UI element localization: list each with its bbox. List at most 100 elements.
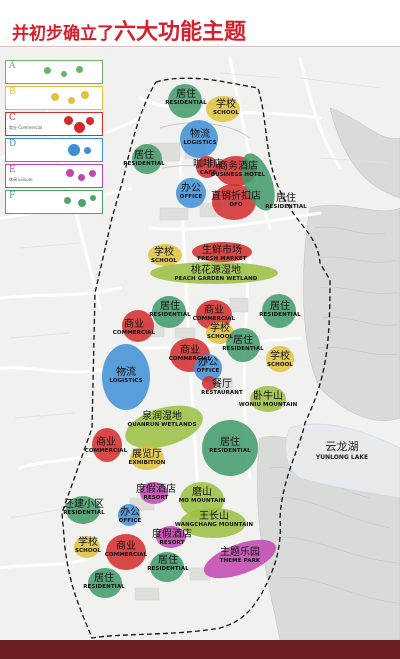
zone-bubble-cafe [196,156,218,178]
zone-label-exhibition: 展览厅 EXHIBITION [128,449,166,466]
zone-bubble-fresh-market [192,242,252,262]
legend-swatch [76,66,83,73]
zone-label-commercial-5: 商业 COMMERCIAL [104,541,148,558]
zone-label-business-hotel: 商务酒店 BUSINESS HOTEL [210,161,266,178]
legend-a: A [5,60,103,84]
zone-bubble-residential-rebuilt [66,496,100,524]
legend-swatch [89,170,96,177]
legend-swatch [78,174,85,181]
zone-label-resort-2: 度假酒店 RESORT [152,529,192,546]
zone-label-commercial-2: 商业 COMMERCIAL [192,305,236,322]
zone-label-school-north: 学校 SCHOOL [212,99,240,116]
zone-label-school-south: 学校 SCHOOL [74,537,102,554]
zone-label-school-c: 学校 SCHOOL [206,323,234,340]
zone-bubble-logistics-south [102,344,150,410]
zone-label-residential-west: 居住 RESIDENTIAL [123,150,165,167]
zone-bubble-residential-s1 [150,552,184,582]
zone-label-residential-s1: 居住 RESIDENTIAL [147,555,189,572]
zone-bubble-peach-wetland [150,262,278,284]
zone-label-residential-c2: 居住 RESIDENTIAL [222,335,264,352]
zone-label-office-south: 办公 OFFICE [118,507,142,524]
zone-label-commercial-1: 商业 COMMERCIAL [112,319,156,336]
legend-swatch [64,116,73,125]
lake-label: 云龙湖 YUNLONG LAKE [315,440,369,461]
legend-swatch [61,71,67,77]
title-highlight: 六大功能主题 [114,20,247,45]
zone-bubble-resort-2 [156,526,186,548]
zone-label-wonju-mountain: 卧牛山 WONIU MOUNTAIN [238,391,298,408]
zone-label-residential-s2: 居住 RESIDENTIAL [83,573,125,590]
zone-bubble-logistics-north [180,120,218,158]
legend-sub: 商业 Commercial [9,125,43,130]
zone-bubble-residential-c2 [226,328,260,362]
title-divider [0,46,400,47]
site-map: A B C 商业 Commercial D E 休闲 Leisure F [0,48,400,641]
zone-bubble-wonju-mountain [250,386,286,412]
zone-bubble-wangchang-mountain [180,508,246,538]
zone-bubble-residential-big [202,420,258,476]
legend-e: E 休闲 Leisure [5,164,103,188]
zone-label-residential-east: 居住 RESIDENTIAL [265,193,307,210]
zone-label-residential-c1: 居住 RESIDENTIAL [149,301,191,318]
title-prefix: 并初步确立了 [12,24,114,44]
legend-letter: D [9,139,17,149]
legend-sub: 休闲 Leisure [9,177,33,182]
zone-bubble-school-e [266,346,294,372]
legend-swatch [78,199,86,207]
legend-c: C 商业 Commercial [5,112,103,136]
zone-bubble-residential-e2 [262,294,296,328]
legend-letter: B [9,87,16,97]
zone-label-office-mid: 办公 OFFICE [196,357,220,374]
zone-label-office-north: 办公 OFFICE [179,183,203,200]
legend-swatch [44,67,51,74]
zone-label-peach-wetland: 桃花源湿地 PEACH GARDEN WETLAND [174,265,258,282]
zone-label-fresh-market: 生鲜市场 FRESH MARKET [197,245,247,262]
legend-swatch [81,91,89,99]
legend-letter: F [9,191,16,201]
zone-label-wangchang-mountain: 王长山 WANGCHANG MOUNTAIN [174,511,254,528]
zone-label-logistics-north: 物流 LOGISTICS [183,129,217,146]
legend-swatch [68,97,75,104]
zone-bubble-residential-c1 [152,296,186,328]
zone-bubble-office-north [176,178,206,208]
zone-label-residential-big: 居住 RESIDENTIAL [209,437,251,454]
zone-label-logistics-south: 物流 LOGISTICS [109,367,143,384]
zone-bubble-exhibition [130,446,164,470]
legend-swatch [84,147,91,154]
legend-b: B [5,86,103,110]
zone-label-resort-1: 度假酒店 RESORT [136,484,176,501]
zone-bubble-school-south [74,536,100,558]
zone-bubble-restaurant [202,376,216,390]
zone-label-mo-mountain: 磨山 MO MOUNTAIN [178,487,226,504]
zone-bubble-residential-s2 [88,568,122,598]
legend-swatch [68,144,80,156]
zone-label-residential-north: 居住 RESIDENTIAL [165,89,207,106]
zone-label-cafe: 咖啡店 CAFE [193,159,223,176]
legend-swatch [51,93,59,101]
zone-bubble-resort-1 [140,482,168,504]
zone-label-commercial-3: 商业 COMMERCIAL [168,345,212,362]
legend-d: D [5,138,103,162]
legend-letter: A [9,61,16,71]
zone-bubble-commercial-4 [92,428,122,462]
zone-bubble-residential-west [132,144,162,174]
legend-swatch [66,169,74,177]
zone-label-school-mid: 学校 SCHOOL [150,247,178,264]
legend-letter: C [9,113,16,123]
legend-f: F [5,190,103,214]
zone-label-quanrun-wetlands: 泉润湿地 QUANRUN WETLANDS [127,411,197,428]
zone-bubble-commercial-5 [106,534,146,570]
zone-bubble-school-mid [148,244,182,266]
legend-letter: E [9,165,16,175]
zone-bubble-office-south [118,504,140,526]
zone-label-school-e: 学校 SCHOOL [266,351,294,368]
zone-bubble-school-north [206,96,240,122]
yunlong-lake-shape [285,423,400,499]
zone-label-residential-e2: 居住 RESIDENTIAL [259,301,301,318]
zone-bubble-commercial-1 [122,310,154,342]
footer-band [0,640,400,659]
page-title: 并初步确立了六大功能主题 [12,14,246,46]
zone-bubble-residential-north [168,84,202,118]
zone-label-theme-park: 主题乐园 THEME PARK [219,547,261,564]
legend-swatch [74,122,85,133]
